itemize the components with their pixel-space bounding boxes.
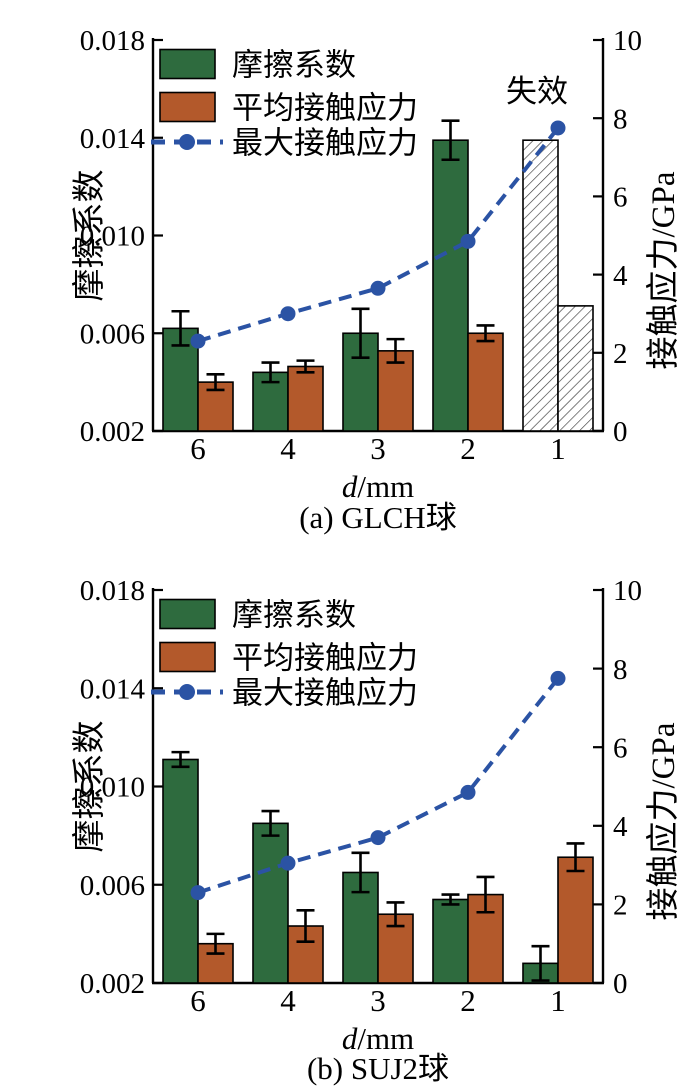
friction-bar-6 [162,758,199,984]
left-tick-label: 0.014 [80,123,146,155]
x-tick-label-6: 6 [190,431,206,466]
avg-stress-bar-1 [557,856,594,984]
max-stress-point-1 [550,670,566,686]
legend-swatch-bar-brown [159,641,216,673]
max-stress-point-4 [280,306,296,322]
avg-stress-bar-1-failed [557,305,594,432]
right-tick-label: 4 [613,811,628,843]
x-tick-label-4: 4 [280,431,296,466]
friction-bar-2 [432,139,469,432]
legend-label: 最大接触应力 [232,675,418,710]
right-axis-title: 接触应力/GPa [645,722,682,920]
x-tick-label-3: 3 [370,431,386,466]
legend-dot-sample [179,134,195,150]
x-tick-label-6: 6 [190,983,206,1018]
right-tick-label: 0 [613,968,628,1000]
legend-label: 摩擦系数 [232,597,356,632]
left-tick-label: 0.002 [80,968,145,1000]
left-axis-title: 摩擦系数 [71,721,108,853]
caption-a: (a) GLCH球 [299,500,457,535]
legend-label: 平均接触应力 [232,90,418,125]
left-tick-label: 0.002 [80,416,145,448]
max-stress-point-3 [370,280,386,296]
x-tick-label-1: 1 [550,983,566,1018]
right-tick-label: 6 [613,732,628,764]
max-stress-point-1 [550,120,566,136]
x-tick-label-3: 3 [370,983,386,1018]
legend-dot-sample [179,684,195,700]
x-axis-label-b-unit: /mm [357,1021,415,1056]
chart-a: 0.018 0.014 0.010 0.006 0.002 10 8 6 4 2 0 6 4 3 2 1 摩擦系… [0,0,700,545]
failure-annotation: 失效 [506,74,568,109]
right-tick-label: 2 [613,890,628,922]
legend-label: 摩擦系数 [232,47,356,82]
x-axis-label-a-symbol: d [341,469,358,504]
right-tick-label: 4 [613,260,628,292]
left-tick-label: 0.018 [80,575,145,607]
left-tick-label: 0.014 [80,673,146,705]
left-tick-label: 0.006 [80,870,145,902]
left-axis-title: 摩擦系数 [71,170,108,302]
right-tick-label: 8 [613,103,628,135]
right-axis-title: 接触应力/GPa [645,171,682,369]
x-axis-label-a: d/mm [153,470,603,504]
legend-label: 平均接触应力 [232,640,418,675]
chart-b-canvas: 0.018 0.014 0.010 0.006 0.002 10 8 6 4 2 0 6 4 3 2 1 摩擦系… [71,575,682,1018]
max-stress-point-3 [370,830,386,846]
left-tick-label: 0.010 [80,221,145,253]
x-tick-label-4: 4 [280,983,296,1018]
left-tick-label: 0.006 [80,318,145,350]
max-stress-point-6 [190,333,206,349]
max-stress-point-6 [190,885,206,901]
right-tick-label: 2 [613,338,628,370]
avg-stress-bar-4 [287,365,324,432]
left-tick-label: 0.018 [80,25,145,57]
x-axis-label-b-symbol: d [341,1021,358,1056]
friction-bar-1-failed [522,139,559,432]
right-tick-label: 10 [613,25,642,57]
caption-b: (b) SUJ2球 [306,1051,450,1086]
chart-b: 0.018 0.014 0.010 0.006 0.002 10 8 6 4 2 0 6 4 3 2 1 摩擦系… [0,546,700,1091]
friction-bar-4 [252,822,289,984]
right-tick-label: 10 [613,575,642,607]
x-axis-label-a-unit: /mm [357,469,415,504]
chart-a-canvas: 0.018 0.014 0.010 0.006 0.002 10 8 6 4 2 0 6 4 3 2 1 摩擦系… [71,25,682,466]
right-tick-label: 0 [613,416,628,448]
max-stress-point-4 [280,855,296,871]
x-tick-label-2: 2 [460,431,476,466]
legend-label: 最大接触应力 [232,125,418,160]
max-stress-point-2 [460,233,476,249]
x-tick-label-2: 2 [460,983,476,1018]
x-axis-label-b: d/mm [153,1022,603,1056]
x-tick-label-1: 1 [550,431,566,466]
max-stress-line [197,677,560,895]
avg-stress-bar-2 [467,332,504,432]
legend-swatch-bar-brown [159,91,216,123]
right-tick-label: 6 [613,182,628,214]
max-stress-point-2 [460,784,476,800]
friction-bar-2 [432,898,469,984]
max-stress-line [197,126,560,343]
left-tick-label: 0.010 [80,772,145,804]
right-tick-label: 8 [613,654,628,686]
legend-swatch-bar-green [159,48,216,80]
legend-swatch-bar-green [159,598,216,630]
